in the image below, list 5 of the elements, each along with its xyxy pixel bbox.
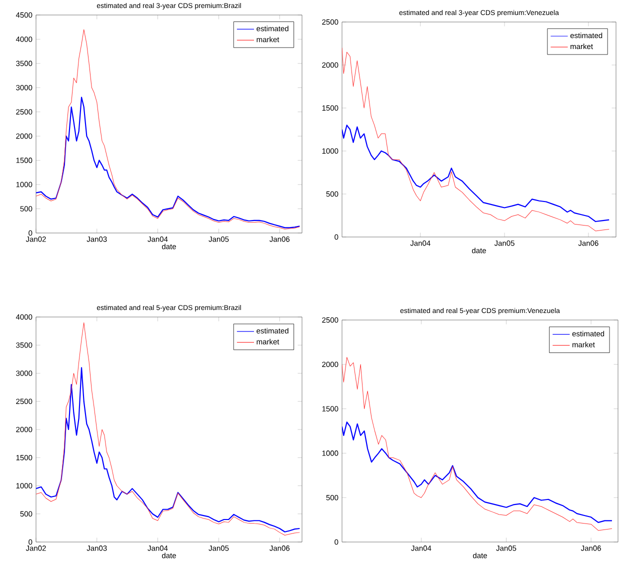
line-series bbox=[342, 422, 613, 524]
line-series bbox=[36, 322, 300, 536]
line-series bbox=[36, 96, 300, 228]
line-series bbox=[342, 124, 610, 222]
line-series bbox=[36, 367, 300, 532]
